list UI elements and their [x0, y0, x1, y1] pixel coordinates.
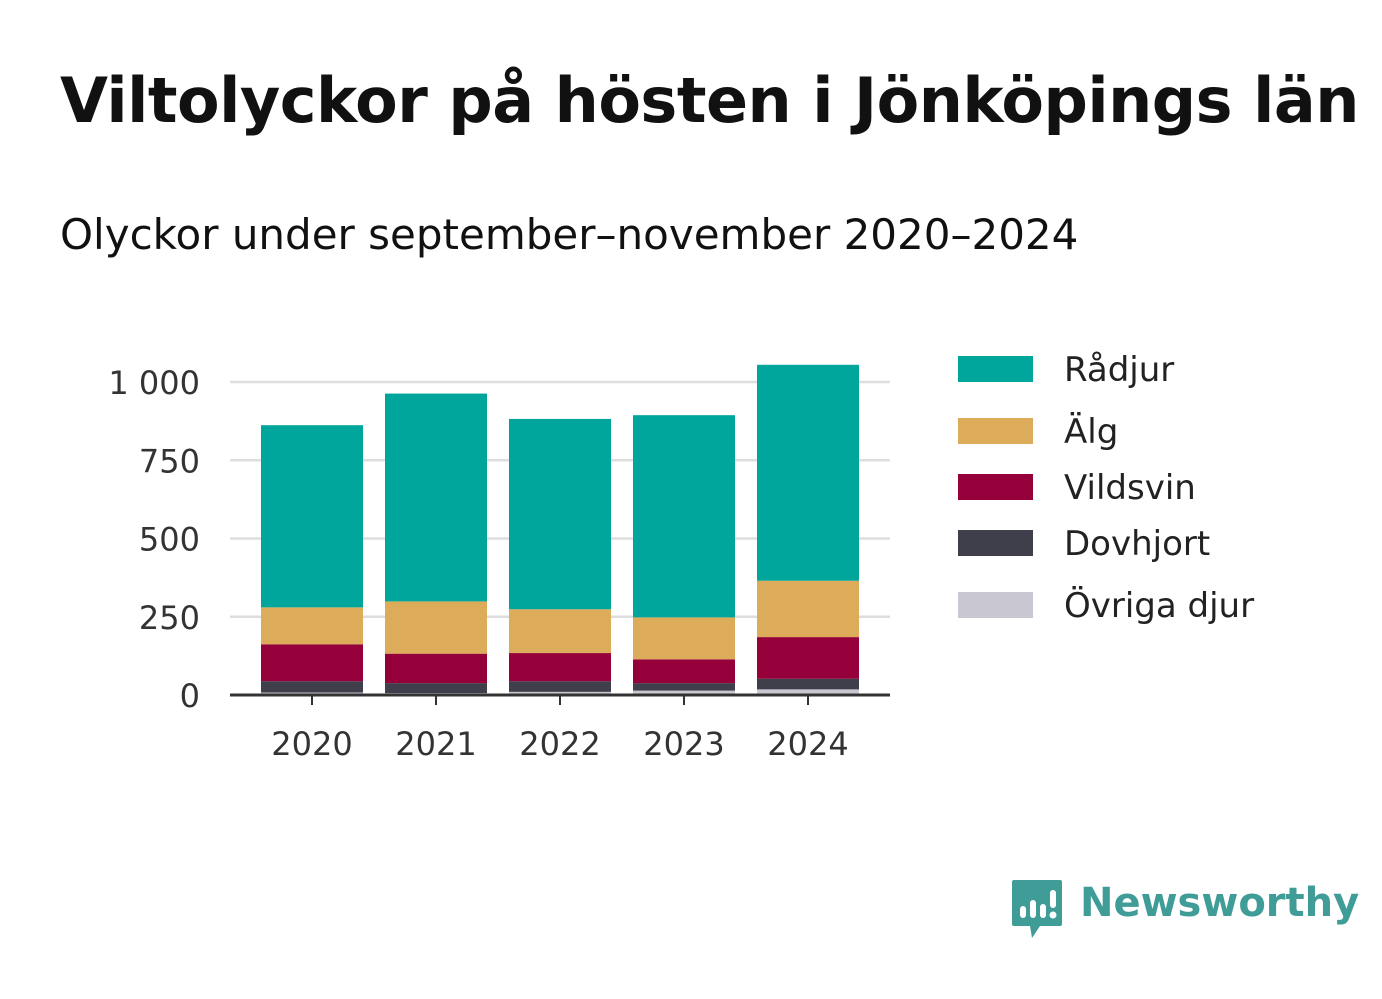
legend-swatch [958, 474, 1033, 500]
chart-title: Viltolyckor på hösten i Jönköpings län [60, 64, 1359, 137]
legend-label: Övriga djur [1064, 586, 1255, 626]
x-tick-label: 2021 [395, 725, 476, 763]
legend-swatch [958, 418, 1033, 444]
bar-segment [261, 607, 363, 645]
bar-segment [385, 601, 487, 654]
x-tick-label: 2020 [271, 725, 352, 763]
bar-segment [385, 393, 487, 602]
chart-subtitle: Olyckor under september–november 2020–20… [60, 210, 1079, 259]
legend-label: Vildsvin [1064, 468, 1196, 508]
bar-segment [757, 689, 859, 695]
y-tick-label: 500 [139, 521, 200, 559]
bars [261, 364, 859, 695]
bar-segment [509, 681, 611, 692]
brand-name: Newsworthy [1080, 880, 1360, 926]
bar-segment [261, 681, 363, 693]
axes: 0 250 500 750 1 000 2020 2021 2022 2023 2024 [108, 364, 890, 763]
bar-segment [385, 653, 487, 684]
legend-label: Dovhjort [1064, 524, 1211, 564]
x-tick-label: 2022 [519, 725, 600, 763]
bar-segment [757, 678, 859, 690]
legend-swatch [958, 356, 1033, 382]
x-tick-label: 2023 [643, 725, 724, 763]
bar-segment [509, 691, 611, 695]
legend-swatch [958, 592, 1033, 618]
newsworthy-logo-icon [1012, 880, 1062, 938]
y-tick-label: 0 [180, 677, 200, 715]
bar-segment [757, 364, 859, 581]
bar-segment [509, 609, 611, 654]
y-tick-label: 750 [139, 442, 200, 480]
bar-segment [633, 683, 735, 691]
legend-swatch [958, 530, 1033, 556]
bar-segment [261, 425, 363, 608]
legend-label: Rådjur [1064, 350, 1175, 390]
y-tick-label: 250 [139, 599, 200, 637]
bar-segment [633, 415, 735, 618]
bar-segment [633, 659, 735, 684]
bar-segment [509, 653, 611, 682]
bar-segment [261, 644, 363, 682]
bar-segment [633, 690, 735, 695]
bar-segment [757, 580, 859, 638]
x-tick-label: 2024 [767, 725, 848, 763]
bar-segment [385, 683, 487, 694]
bar-segment [509, 418, 611, 610]
legend-label: Älg [1064, 412, 1119, 452]
bar-segment [633, 617, 735, 660]
y-tick-label: 1 000 [108, 364, 200, 402]
bar-segment [757, 637, 859, 679]
